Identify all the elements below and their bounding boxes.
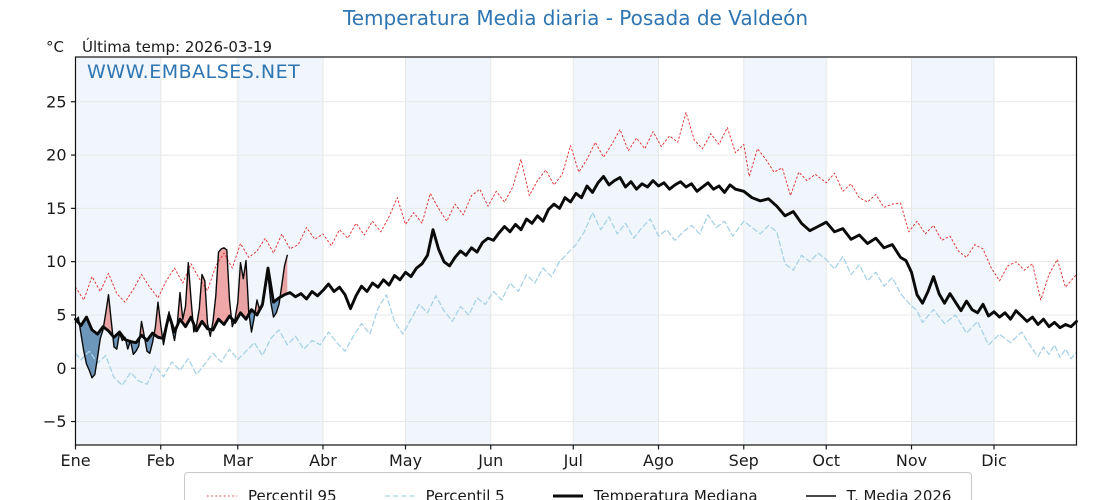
x-tick-label: Sep — [729, 451, 759, 470]
legend-label: T. Media 2026 — [846, 487, 952, 500]
month-band — [743, 57, 827, 445]
chart-title: Temperatura Media diaria - Posada de Val… — [342, 6, 809, 30]
legend-item: Percentil 95 — [205, 487, 337, 500]
legend-item: Temperatura Mediana — [551, 487, 758, 500]
legend-marker-dotted — [207, 495, 237, 497]
legend-label: Percentil 5 — [425, 487, 505, 500]
x-tick-label: Oct — [812, 451, 840, 470]
month-band — [911, 57, 994, 445]
x-tick-label: Ago — [643, 451, 674, 470]
month-band — [75, 57, 161, 445]
x-tick-label: Abr — [309, 451, 337, 470]
x-tick-label: Jun — [477, 451, 503, 470]
y-tick-label: 0 — [56, 359, 66, 378]
y-tick-label: 25 — [46, 92, 66, 111]
t-media-2026-line — [74, 247, 288, 379]
y-tick-label: 5 — [56, 305, 66, 324]
fill-above-median — [75, 247, 288, 343]
watermark-text: WWW.EMBALSES.NET — [87, 61, 301, 83]
month-band — [573, 57, 659, 445]
plot-frame — [74, 56, 1078, 446]
y-tick-label: 10 — [46, 252, 66, 271]
legend-marker-solid — [805, 495, 836, 497]
x-tick-label: Dic — [981, 451, 1007, 470]
legend-marker-solid — [552, 494, 583, 498]
x-tick-label: Feb — [147, 451, 175, 470]
legend: Percentil 95 Percentil 5 Temperatura Media… — [184, 472, 973, 500]
y-axis-unit-label: °C — [46, 38, 64, 56]
p95-line — [75, 111, 1077, 303]
month-band — [237, 57, 323, 445]
y-tick-label: 15 — [46, 199, 66, 218]
legend-item: Percentil 5 — [383, 487, 505, 500]
legend-marker-dashed — [384, 495, 415, 497]
median-line — [74, 174, 1078, 345]
y-tick-label: −5 — [43, 412, 67, 431]
x-tick-label: Jul — [563, 451, 583, 470]
p5-line — [74, 211, 1078, 386]
last-temp-label: Última temp: 2026-03-19 — [82, 38, 273, 56]
x-tick-label: May — [389, 451, 422, 470]
x-tick-label: Nov — [896, 451, 927, 470]
y-tick-label: 20 — [46, 146, 66, 165]
x-tick-label: Ene — [60, 451, 90, 470]
legend-label: Percentil 95 — [248, 487, 337, 500]
x-tick-label: Mar — [223, 451, 254, 470]
legend-label: Temperatura Mediana — [593, 487, 758, 500]
legend-item: T. Media 2026 — [804, 487, 952, 500]
